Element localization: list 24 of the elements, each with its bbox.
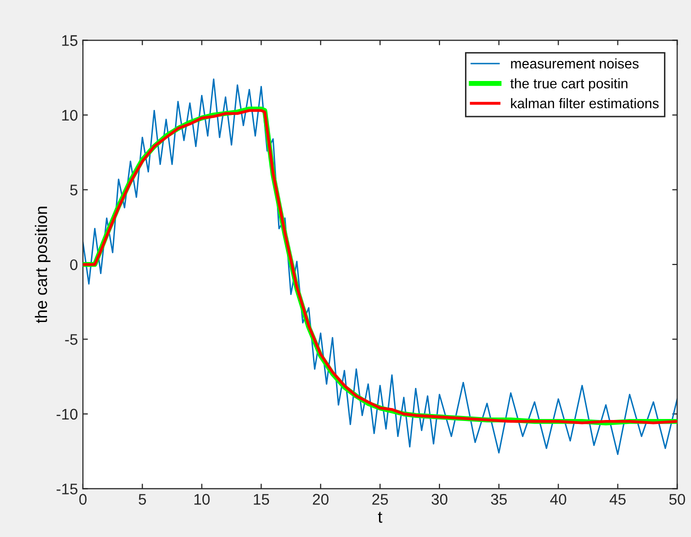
y-tick-label: 5 (70, 184, 78, 196)
x-tick-label: 25 (372, 494, 388, 505)
x-tick-label: 5 (138, 494, 146, 505)
y-tick-label: 0 (70, 259, 78, 270)
y-tick-label: -5 (65, 334, 78, 345)
x-tick-label: 10 (194, 494, 210, 505)
y-tick-label: -15 (56, 484, 78, 494)
y-tick-label: -10 (56, 408, 78, 420)
legend-label: measurement noises (511, 58, 639, 69)
legend-label: the true cart positin (510, 78, 628, 92)
x-tick-label: 50 (669, 494, 686, 505)
y-axis-title: the cart position (34, 206, 50, 324)
x-tick-label: 20 (312, 494, 329, 505)
x-axis-title: t (378, 512, 382, 523)
y-tick-label: 15 (62, 35, 78, 46)
line-series (82, 78, 678, 455)
x-tick-label: 40 (550, 494, 566, 505)
x-tick-label: 45 (610, 494, 626, 505)
x-tick-label: 15 (254, 494, 270, 505)
x-tick-label: 0 (79, 494, 87, 505)
legend-label: kalman filter estimations (511, 98, 659, 108)
y-tick-label: 10 (62, 110, 78, 121)
x-tick-label: 30 (432, 494, 448, 505)
x-tick-label: 35 (490, 494, 507, 505)
